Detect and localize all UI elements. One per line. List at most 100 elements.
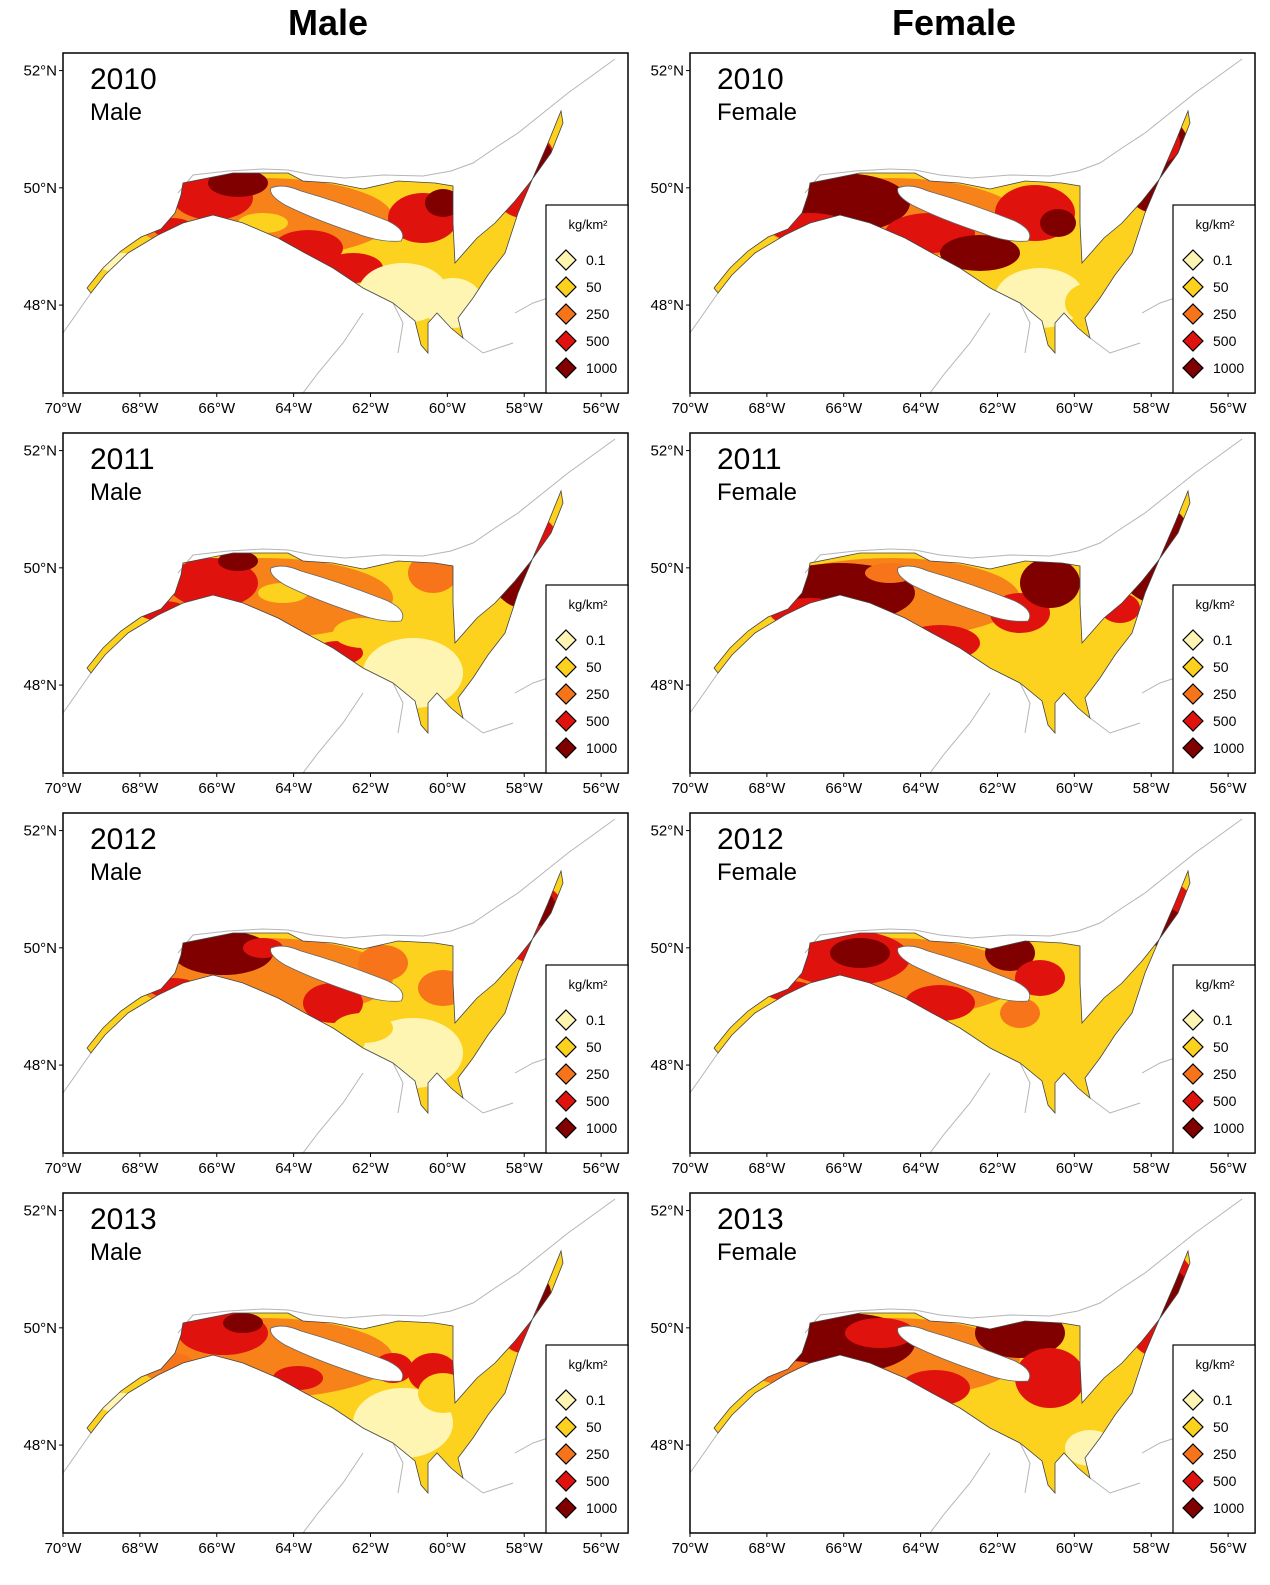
- legend-diamond: [1182, 710, 1204, 732]
- legend-label: 500: [1213, 1473, 1237, 1489]
- anticosti-island: [897, 185, 1031, 242]
- lon-tick-label: 68°W: [121, 400, 159, 417]
- lon-tick-label: 60°W: [429, 1160, 467, 1177]
- lon-tick-label: 66°W: [825, 400, 863, 417]
- lon-tick-label: 62°W: [352, 1160, 390, 1177]
- lon-tick-label: 60°W: [429, 400, 467, 417]
- lon-tick-label: 64°W: [902, 400, 940, 417]
- legend-diamond: [555, 330, 577, 352]
- lon-tick-label: 70°W: [45, 400, 83, 417]
- lon-tick-label: 66°W: [198, 1160, 236, 1177]
- lon-tick-label: 64°W: [902, 1160, 940, 1177]
- lon-tick-label: 70°W: [45, 1160, 83, 1177]
- legend-diamond: [555, 303, 577, 325]
- anticosti-island: [897, 1325, 1031, 1382]
- anticosti-island: [897, 945, 1031, 1002]
- legend-diamond: [555, 357, 577, 379]
- legend-diamond: [1182, 249, 1204, 271]
- legend-diamond: [555, 656, 577, 678]
- legend-label: 0.1: [586, 1392, 606, 1408]
- legend-diamond: [1182, 330, 1204, 352]
- legend-label: 0.1: [1213, 252, 1233, 268]
- column-title-female: Female: [891, 2, 1017, 43]
- lon-tick-label: 68°W: [121, 780, 159, 797]
- lon-tick-label: 70°W: [672, 1540, 710, 1557]
- column-title-male: Male: [287, 2, 369, 43]
- lat-tick-label: 52°N: [650, 1203, 684, 1220]
- legend-diamond: [555, 1117, 577, 1139]
- lon-tick-label: 60°W: [1056, 1540, 1094, 1557]
- legend-label: 250: [1213, 306, 1237, 322]
- panel-sex: Female: [717, 99, 797, 126]
- lon-tick-label: 64°W: [275, 400, 313, 417]
- legend-diamond: [1182, 276, 1204, 298]
- lat-tick-label: 52°N: [23, 1203, 57, 1220]
- lon-tick-label: 56°W: [583, 780, 621, 797]
- legend-diamond: [555, 1497, 577, 1519]
- legend: kg/km² 0.1 50 250 500 1000: [545, 1344, 629, 1534]
- lon-tick-label: 60°W: [1056, 1160, 1094, 1177]
- legend-diamond: [555, 1063, 577, 1085]
- legend-diamond: [1182, 1090, 1204, 1112]
- panel-year: 2010: [90, 63, 157, 96]
- lon-tick-label: 60°W: [1056, 400, 1094, 417]
- lon-tick-label: 56°W: [1210, 1540, 1248, 1557]
- lon-tick-label: 64°W: [902, 1540, 940, 1557]
- legend-diamond: [1182, 737, 1204, 759]
- lat-tick-label: 48°N: [650, 1437, 684, 1454]
- legend-label: 50: [1213, 1039, 1229, 1055]
- lat-tick-label: 50°N: [23, 560, 57, 577]
- panel-sex: Male: [90, 859, 142, 886]
- lat-tick-label: 50°N: [23, 940, 57, 957]
- legend-label: 500: [1213, 713, 1237, 729]
- legend-label: 50: [586, 659, 602, 675]
- legend-diamond: [555, 710, 577, 732]
- legend: kg/km² 0.1 50 250 500 1000: [1172, 584, 1256, 774]
- lon-tick-label: 64°W: [275, 1160, 313, 1177]
- legend-diamond: [555, 1009, 577, 1031]
- lat-tick-label: 48°N: [23, 297, 57, 314]
- lon-tick-label: 62°W: [979, 780, 1017, 797]
- panel-year: 2012: [90, 823, 157, 856]
- legend-label: 0.1: [1213, 632, 1233, 648]
- lon-tick-label: 66°W: [825, 780, 863, 797]
- lon-tick-label: 70°W: [672, 400, 710, 417]
- lon-tick-label: 68°W: [748, 780, 786, 797]
- legend: kg/km² 0.1 50 250 500 1000: [1172, 964, 1256, 1154]
- panel-year: 2011: [90, 443, 155, 476]
- lon-tick-label: 68°W: [748, 1160, 786, 1177]
- legend-diamond: [555, 737, 577, 759]
- map-panel-2013-male: 2013 Male 52°N 50°N 48°N 70°W 68°W 66°W 64°W 62°W…: [23, 1192, 629, 1557]
- legend-label: 0.1: [586, 252, 606, 268]
- legend-title: kg/km²: [569, 217, 609, 232]
- lat-tick-label: 48°N: [23, 677, 57, 694]
- legend-diamond: [1182, 683, 1204, 705]
- legend-title: kg/km²: [1196, 977, 1236, 992]
- panel-year: 2013: [90, 1203, 157, 1236]
- lon-tick-label: 70°W: [672, 1160, 710, 1177]
- map-panel-2012-female: 2012 Female 52°N 50°N 48°N 70°W 68°W 66°W 64°W 62…: [650, 812, 1256, 1177]
- legend-label: 500: [1213, 1093, 1237, 1109]
- legend-diamond: [1182, 1416, 1204, 1438]
- legend-diamond: [1182, 1117, 1204, 1139]
- lat-tick-label: 50°N: [23, 180, 57, 197]
- legend-diamond: [1182, 1389, 1204, 1411]
- legend-label: 50: [586, 1419, 602, 1435]
- legend-diamond: [1182, 1063, 1204, 1085]
- legend-diamond: [1182, 629, 1204, 651]
- legend-label: 1000: [586, 360, 617, 376]
- lon-tick-label: 60°W: [429, 780, 467, 797]
- legend-diamond: [555, 1443, 577, 1465]
- panel-sex: Female: [717, 1239, 797, 1266]
- anticosti-island: [270, 565, 404, 622]
- legend-diamond: [555, 1036, 577, 1058]
- map-panel-2010-male: 2010 Male 52°N 50°N 48°N 70°W 68°W 66°W 64°W 62°W…: [23, 52, 629, 417]
- legend-diamond: [1182, 1470, 1204, 1492]
- map-panel-2011-male: 2011 Male 52°N 50°N 48°N 70°W 68°W 66°W 64°W 62°W…: [23, 432, 629, 797]
- panel-year: 2012: [717, 823, 784, 856]
- lon-tick-label: 56°W: [583, 1160, 621, 1177]
- legend-label: 0.1: [586, 632, 606, 648]
- lon-tick-label: 56°W: [583, 1540, 621, 1557]
- map-panel-2010-female: 2010 Female 52°N 50°N 48°N 70°W 68°W 66°W 64°W 62…: [650, 52, 1256, 417]
- lon-tick-label: 66°W: [825, 1540, 863, 1557]
